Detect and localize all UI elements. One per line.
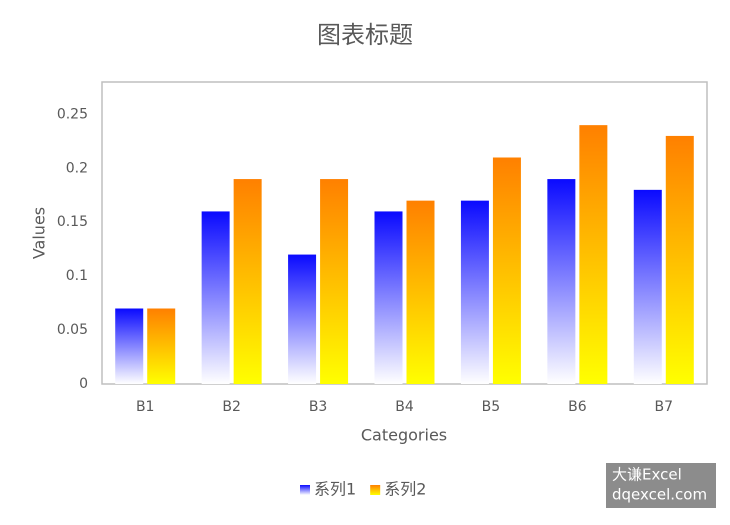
x-tick-label: B4 bbox=[395, 399, 414, 415]
y-tick-label: 0.25 bbox=[57, 106, 88, 122]
x-tick-label: B6 bbox=[568, 399, 587, 415]
legend-label: 系列1 bbox=[314, 480, 356, 499]
x-tick-label: B5 bbox=[482, 399, 501, 415]
x-tick-label: B3 bbox=[309, 399, 328, 415]
bar bbox=[374, 211, 403, 384]
chart-title: 图表标题 bbox=[317, 21, 413, 49]
x-axis-title: Categories bbox=[361, 426, 447, 445]
bar bbox=[460, 200, 489, 384]
watermark-text: dqexcel.com bbox=[612, 486, 707, 504]
plot-area bbox=[101, 81, 708, 385]
y-tick-label: 0.2 bbox=[66, 160, 88, 176]
bar bbox=[547, 179, 576, 384]
bar bbox=[115, 308, 144, 384]
watermark-box bbox=[606, 463, 716, 508]
bar bbox=[665, 135, 694, 384]
bar bbox=[147, 308, 176, 384]
legend-swatch bbox=[300, 485, 310, 495]
x-tick-label: B7 bbox=[655, 399, 674, 415]
x-tick-label: B1 bbox=[136, 399, 155, 415]
bar bbox=[633, 189, 662, 384]
legend-swatch bbox=[370, 485, 381, 495]
y-tick-label: 0 bbox=[79, 376, 88, 392]
bar bbox=[406, 200, 435, 384]
y-tick-label: 0.05 bbox=[57, 322, 88, 338]
legend-label: 系列2 bbox=[384, 480, 426, 499]
y-tick-label: 0.15 bbox=[57, 214, 88, 230]
bar bbox=[288, 254, 317, 384]
y-tick-label: 0.1 bbox=[66, 268, 88, 284]
y-axis-title: Values bbox=[30, 207, 49, 259]
bar bbox=[579, 125, 608, 385]
bar bbox=[233, 179, 262, 384]
x-tick-label: B2 bbox=[222, 399, 241, 415]
bar bbox=[492, 157, 521, 384]
bar bbox=[201, 211, 230, 384]
bar bbox=[320, 179, 349, 384]
watermark-text: 大谦Excel bbox=[612, 466, 682, 484]
